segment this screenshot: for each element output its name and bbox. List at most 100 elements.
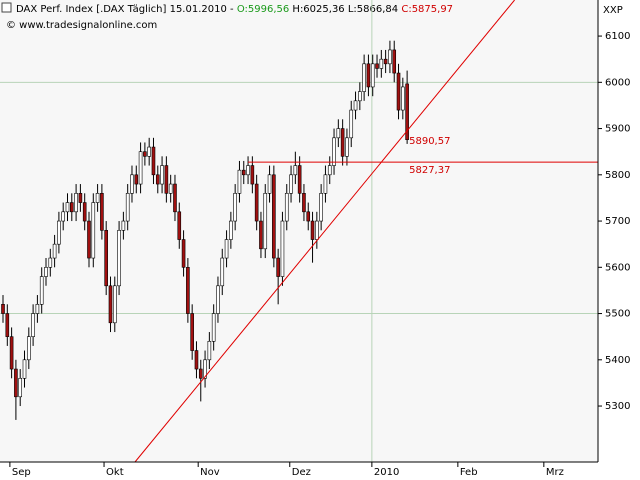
candle-body xyxy=(104,230,108,287)
candle-body xyxy=(263,193,268,250)
y-tick-label: 5300 xyxy=(605,401,630,412)
candle-body xyxy=(336,128,341,139)
candle-body xyxy=(323,174,328,194)
candle-body xyxy=(401,86,405,111)
candle-body xyxy=(293,165,298,176)
candle-body xyxy=(134,174,139,185)
candle-body xyxy=(168,183,173,194)
candle-body xyxy=(310,220,315,240)
candle-body xyxy=(353,100,358,111)
candle-body xyxy=(237,169,242,194)
candle-body xyxy=(69,202,74,213)
x-tick-label: Nov xyxy=(200,467,220,478)
candle-body xyxy=(31,313,35,337)
candle-body xyxy=(100,193,104,231)
candle-body xyxy=(383,58,388,65)
candle-body xyxy=(82,202,87,222)
candle-body xyxy=(39,276,44,305)
candle-body xyxy=(95,193,100,203)
candle-body xyxy=(48,257,53,268)
high-quote: H:6025,36 xyxy=(292,4,344,15)
candle-body xyxy=(18,377,23,398)
instrument: DAX Perf. Index [.DAX Täglich] xyxy=(16,4,166,15)
candle-body xyxy=(306,211,311,222)
candle-body xyxy=(117,230,121,287)
candle-body xyxy=(173,183,177,213)
candle-body xyxy=(186,267,190,314)
candle-body xyxy=(241,169,246,176)
candle-body xyxy=(138,151,143,185)
candle-body xyxy=(362,63,366,92)
candle-body xyxy=(147,146,151,157)
candle-body xyxy=(370,63,375,88)
candle-body xyxy=(327,165,332,176)
y-tick-label: 5500 xyxy=(605,309,630,320)
header: DAX Perf. Index [.DAX Täglich] 15.01.201… xyxy=(16,4,453,15)
candle-body xyxy=(177,211,182,240)
candle-body xyxy=(246,165,250,176)
candle-body xyxy=(203,359,207,379)
plot-area xyxy=(0,0,598,462)
x-tick-label: Feb xyxy=(460,467,478,478)
candle-body xyxy=(289,174,293,194)
candle-body xyxy=(155,174,160,185)
candle-body xyxy=(280,220,285,277)
candle-body xyxy=(229,220,233,240)
candle-body xyxy=(44,267,48,277)
y-tick-label: 6000 xyxy=(605,77,630,88)
candle-body xyxy=(297,165,302,194)
candle-body xyxy=(22,359,27,379)
candle-body xyxy=(198,368,203,379)
candle-body xyxy=(233,193,237,222)
candle-body xyxy=(190,313,194,351)
candle-body xyxy=(267,174,272,194)
candle-body xyxy=(160,165,164,185)
axis-code: XXP xyxy=(603,5,623,16)
candle-body xyxy=(151,146,156,176)
candle-body xyxy=(14,368,18,398)
open-quote: O:5996,56 xyxy=(237,4,289,15)
candle-body xyxy=(65,202,70,213)
candle-body xyxy=(27,336,31,361)
candle-body xyxy=(254,183,259,222)
trendline xyxy=(134,0,515,463)
candle-body xyxy=(220,257,225,287)
candle-body xyxy=(35,304,40,314)
low-quote: L:5866,84 xyxy=(348,4,398,15)
copyright: © www.tradesignalonline.com xyxy=(6,20,157,31)
candle-body xyxy=(259,220,263,250)
candle-body xyxy=(91,202,96,259)
candle-body xyxy=(112,285,117,324)
candle-body xyxy=(216,285,220,314)
x-tick-label: Okt xyxy=(106,467,124,478)
candle-body xyxy=(250,165,255,185)
candle-body xyxy=(396,72,401,111)
candle-body xyxy=(194,350,199,370)
candle-body xyxy=(211,313,216,342)
candle-body xyxy=(87,220,91,259)
close-quote: C:5875,97 xyxy=(401,4,453,15)
level-label: 5827,37 xyxy=(409,165,450,176)
candle-body xyxy=(388,49,392,65)
x-tick-label: 2010 xyxy=(374,467,399,478)
menu-icon[interactable] xyxy=(1,2,12,13)
candle-body xyxy=(392,49,397,74)
candle-body xyxy=(181,239,186,268)
candle-body xyxy=(125,193,130,222)
candle-body xyxy=(366,63,371,88)
candle-body xyxy=(345,137,349,157)
date: 15.01.2010 - xyxy=(170,4,234,15)
candle-body xyxy=(52,243,57,259)
candle-body xyxy=(5,313,10,337)
candle-body xyxy=(143,151,147,157)
candle-body xyxy=(302,193,306,213)
candle-body xyxy=(358,91,362,102)
candle-body xyxy=(130,174,134,194)
candle-body xyxy=(207,340,212,361)
candle-body xyxy=(272,174,276,259)
candle-body xyxy=(405,83,409,140)
y-tick-label: 5700 xyxy=(605,216,630,227)
candle-body xyxy=(315,220,319,240)
candle-body xyxy=(375,63,379,69)
